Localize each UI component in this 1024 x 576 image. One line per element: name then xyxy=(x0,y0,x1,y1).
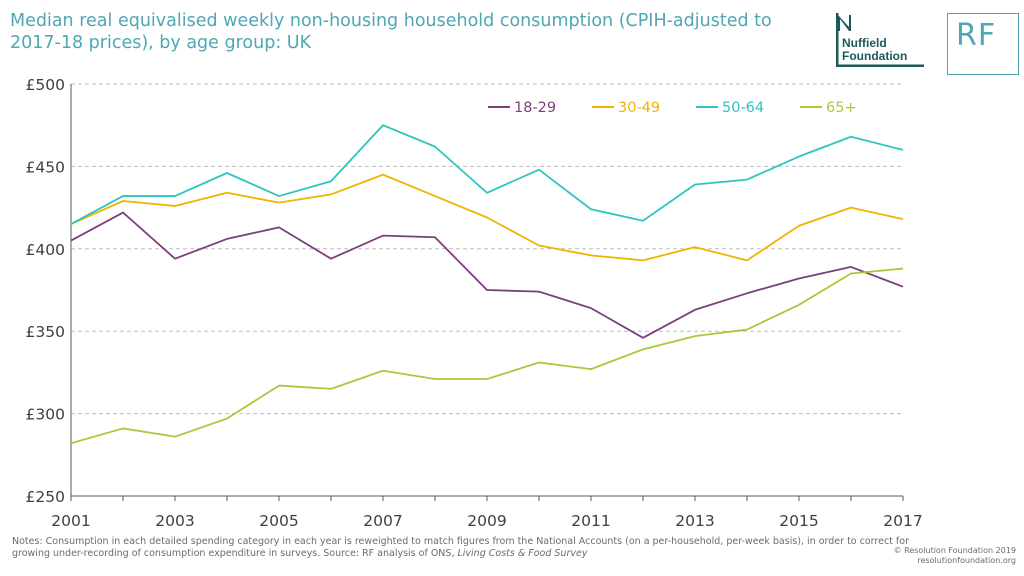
y-tick-label: £450 xyxy=(26,158,65,176)
x-tick-label: 2015 xyxy=(779,512,818,530)
nuffield-foundation-logo: Nuffield Foundation xyxy=(836,13,924,67)
nuffield-foundation-icon: Nuffield Foundation xyxy=(836,13,924,67)
series-line-50-64 xyxy=(70,124,904,225)
y-tick-label: £250 xyxy=(26,488,65,506)
legend-label: 65+ xyxy=(826,100,857,116)
series-line-30-49 xyxy=(70,173,904,262)
y-tick-label: £400 xyxy=(26,241,65,259)
copyright-line1: © Resolution Foundation 2019 xyxy=(893,546,1016,555)
copyright: © Resolution Foundation 2019 resolutionf… xyxy=(894,546,1016,566)
copyright-url: resolutionfoundation.org xyxy=(917,556,1016,565)
legend-label: 18-29 xyxy=(514,100,556,116)
x-tick-label: 2001 xyxy=(51,512,90,530)
nuffield-line1: Nuffield xyxy=(842,36,887,50)
x-tick-label: 2009 xyxy=(467,512,506,530)
legend-label: 50-64 xyxy=(722,100,764,116)
y-tick-label: £500 xyxy=(26,76,65,94)
x-tick-label: 2017 xyxy=(883,512,922,530)
x-tick-label: 2011 xyxy=(571,512,610,530)
chart-notes: Notes: Consumption in each detailed spen… xyxy=(12,536,912,560)
chart-title: Median real equivalised weekly non-housi… xyxy=(10,11,772,53)
nuffield-line2: Foundation xyxy=(842,49,907,63)
y-tick-label: £350 xyxy=(26,323,65,341)
notes-source: Living Costs & Food Survey xyxy=(457,548,588,559)
legend-label: 30-49 xyxy=(618,100,660,116)
notes-text: Notes: Consumption in each detailed spen… xyxy=(12,536,909,559)
x-tick-label: 2013 xyxy=(675,512,714,530)
x-tick-label: 2007 xyxy=(363,512,402,530)
resolution-foundation-logo: RF xyxy=(947,13,1019,75)
y-tick-label: £300 xyxy=(26,406,65,424)
rf-logo-text: RF xyxy=(956,18,997,53)
x-tick-label: 2005 xyxy=(259,512,298,530)
series-line-18-29 xyxy=(70,211,904,339)
series-line-65+ xyxy=(70,267,904,445)
x-tick-label: 2003 xyxy=(155,512,194,530)
